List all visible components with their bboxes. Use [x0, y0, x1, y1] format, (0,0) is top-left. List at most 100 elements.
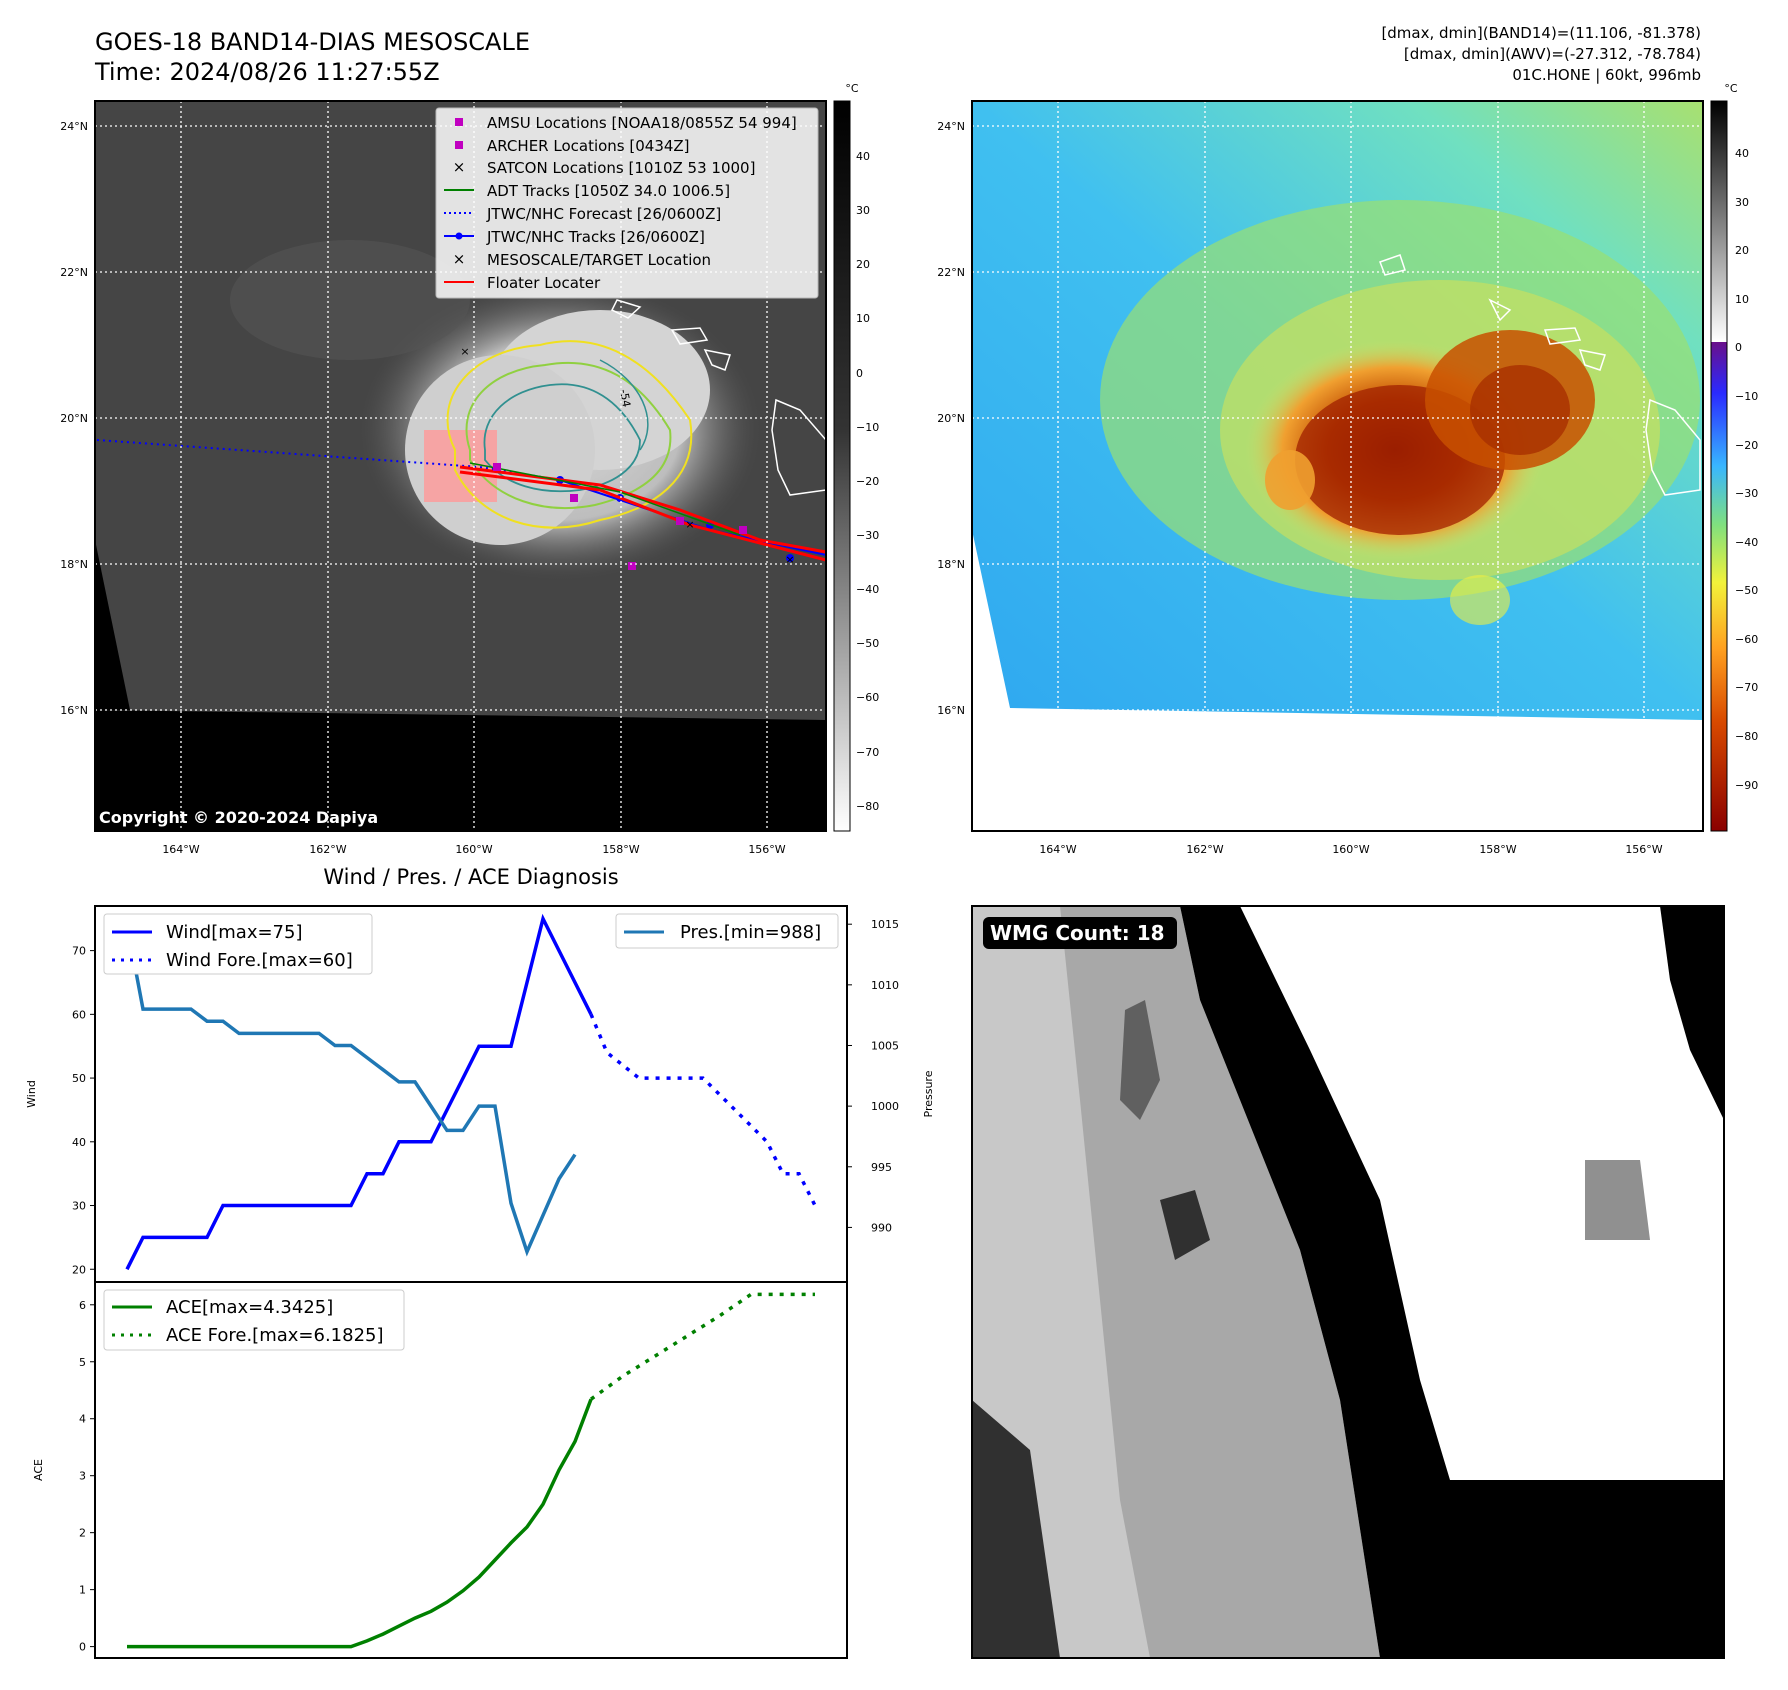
- svg-text:164°W: 164°W: [162, 843, 199, 856]
- ytick-label: 0: [79, 1641, 86, 1654]
- series-line-0: [127, 1398, 593, 1649]
- right-lon-labels: 164°W 162°W 160°W 158°W 156°W: [1039, 843, 1662, 856]
- svg-text:18°N: 18°N: [937, 558, 965, 571]
- svg-text:−20: −20: [856, 475, 879, 488]
- svg-text:−20: −20: [1735, 439, 1758, 452]
- pressure-ylabel: Pressure: [922, 1070, 935, 1117]
- contour-label: -54: [617, 388, 633, 408]
- legend-forecast: JTWC/NHC Forecast [26/0600Z]: [486, 205, 721, 223]
- legend-satcon: SATCON Locations [1010Z 53 1000]: [487, 159, 755, 177]
- left-map-panel: -54 × × ×: [60, 100, 827, 856]
- svg-text:−80: −80: [856, 800, 879, 813]
- ytick-right-label: 1005: [871, 1039, 899, 1052]
- svg-text:22°N: 22°N: [60, 266, 88, 279]
- ace-ylabel: ACE: [32, 1459, 45, 1481]
- legend-wind: Wind[max=75]: [166, 922, 303, 943]
- svg-text:24°N: 24°N: [937, 120, 965, 133]
- wind-pres-chart: 20 30 40 50 60 70 990 995 1000 1005 1010 1015 Wind …: [25, 905, 935, 1283]
- legend-ace: ACE[max=4.3425]: [166, 1297, 333, 1318]
- svg-text:20°N: 20°N: [937, 412, 965, 425]
- svg-text:156°W: 156°W: [748, 843, 785, 856]
- svg-text:−30: −30: [1735, 487, 1758, 500]
- svg-text:18°N: 18°N: [60, 558, 88, 571]
- legend-floater: Floater Locater: [487, 274, 601, 292]
- svg-text:−80: −80: [1735, 730, 1758, 743]
- svg-text:24°N: 24°N: [60, 120, 88, 133]
- left-lat-labels: 24°N 22°N 20°N 18°N 16°N: [60, 120, 88, 717]
- wind-ylabel: Wind: [25, 1080, 38, 1108]
- legend-archer: ARCHER Locations [0434Z]: [487, 137, 690, 155]
- ytick-right-label: 1000: [871, 1100, 899, 1113]
- figure-title-line2: Time: 2024/08/26 11:27:55Z: [94, 58, 440, 86]
- ytick-label: 4: [79, 1413, 86, 1426]
- series-line-2: [125, 923, 577, 1257]
- legend-wind-fore: Wind Fore.[max=60]: [166, 950, 353, 971]
- legend-ace-fore: ACE Fore.[max=6.1825]: [166, 1325, 384, 1346]
- ace-chart: 0 1 2 3 4 5 6 ACE ACE[max=4.3425] ACE Fore.[ma…: [32, 1281, 848, 1659]
- ytick-label: 2: [79, 1527, 86, 1540]
- series-line-1: [589, 1013, 817, 1207]
- wind-legend: Wind[max=75] Wind Fore.[max=60]: [103, 913, 373, 975]
- info-line2: [dmax, dmin](AWV)=(-27.312, -78.784): [1404, 45, 1701, 63]
- svg-text:162°W: 162°W: [309, 843, 346, 856]
- info-line3: 01C.HONE | 60kt, 996mb: [1512, 66, 1701, 84]
- left-lon-labels: 164°W 162°W 160°W 158°W 156°W: [162, 843, 785, 856]
- ytick-right-label: 995: [871, 1161, 892, 1174]
- svg-text:158°W: 158°W: [602, 843, 639, 856]
- svg-text:160°W: 160°W: [455, 843, 492, 856]
- svg-text:16°N: 16°N: [60, 704, 88, 717]
- svg-text:0: 0: [856, 367, 863, 380]
- svg-text:10: 10: [1735, 293, 1749, 306]
- ytick-label: 3: [79, 1470, 86, 1483]
- svg-text:156°W: 156°W: [1625, 843, 1662, 856]
- ytick-label: 5: [79, 1356, 86, 1369]
- info-line1: [dmax, dmin](BAND14)=(11.106, -81.378): [1381, 24, 1701, 42]
- legend-pres: Pres.[min=988]: [680, 922, 821, 943]
- series-line-0: [125, 913, 593, 1271]
- pres-legend: Pres.[min=988]: [615, 913, 839, 949]
- ytick-label: 1: [79, 1584, 86, 1597]
- left-colorbar-unit: °C: [845, 82, 859, 95]
- svg-text:−50: −50: [1735, 584, 1758, 597]
- svg-text:158°W: 158°W: [1479, 843, 1516, 856]
- legend-adt: ADT Tracks [1050Z 34.0 1006.5]: [487, 182, 730, 200]
- ytick-label: 30: [72, 1200, 86, 1213]
- ytick-right-label: 1010: [871, 979, 899, 992]
- svg-text:22°N: 22°N: [937, 266, 965, 279]
- svg-text:−10: −10: [856, 421, 879, 434]
- ytick-label: 40: [72, 1136, 86, 1149]
- ytick-right-label: 990: [871, 1221, 892, 1234]
- svg-text:160°W: 160°W: [1332, 843, 1369, 856]
- svg-text:−70: −70: [856, 746, 879, 759]
- right-colorbar: °C 40 30 20 10 0 −10 −20 −30 −40 −50 −60…: [1710, 82, 1758, 832]
- svg-text:10: 10: [856, 312, 870, 325]
- ytick-label: 70: [72, 945, 86, 958]
- svg-text:−60: −60: [856, 691, 879, 704]
- svg-text:×: ×: [685, 518, 694, 531]
- figure-title-line1: GOES-18 BAND14-DIAS MESOSCALE: [95, 28, 530, 56]
- ace-legend: ACE[max=4.3425] ACE Fore.[max=6.1825]: [103, 1289, 405, 1351]
- svg-text:×: ×: [785, 553, 794, 566]
- svg-text:−30: −30: [856, 529, 879, 542]
- legend-amsu: AMSU Locations [NOAA18/0855Z 54 994]: [487, 114, 797, 132]
- svg-text:×: ×: [453, 250, 466, 268]
- right-lat-labels: 24°N 22°N 20°N 18°N 16°N: [937, 120, 965, 717]
- legend-tracks: JTWC/NHC Tracks [26/0600Z]: [486, 228, 705, 246]
- svg-text:−10: −10: [1735, 390, 1758, 403]
- svg-text:×: ×: [453, 158, 466, 176]
- diagnosis-title: Wind / Pres. / ACE Diagnosis: [323, 865, 618, 889]
- legend-target: MESOSCALE/TARGET Location: [487, 251, 711, 269]
- svg-text:−90: −90: [1735, 779, 1758, 792]
- svg-text:16°N: 16°N: [937, 704, 965, 717]
- svg-text:20: 20: [856, 258, 870, 271]
- svg-text:30: 30: [1735, 196, 1749, 209]
- svg-text:40: 40: [1735, 147, 1749, 160]
- ytick-label: 50: [72, 1072, 86, 1085]
- svg-text:20: 20: [1735, 244, 1749, 257]
- ytick-label: 20: [72, 1263, 86, 1276]
- series-line-1: [589, 1292, 815, 1401]
- right-colorbar-unit: °C: [1724, 82, 1738, 95]
- svg-text:−50: −50: [856, 637, 879, 650]
- wmg-panel: WMG Count: 18: [971, 905, 1725, 1659]
- left-colorbar: °C 40 30 20 10 0 −10 −20 −30 −40 −50 −60…: [833, 82, 879, 832]
